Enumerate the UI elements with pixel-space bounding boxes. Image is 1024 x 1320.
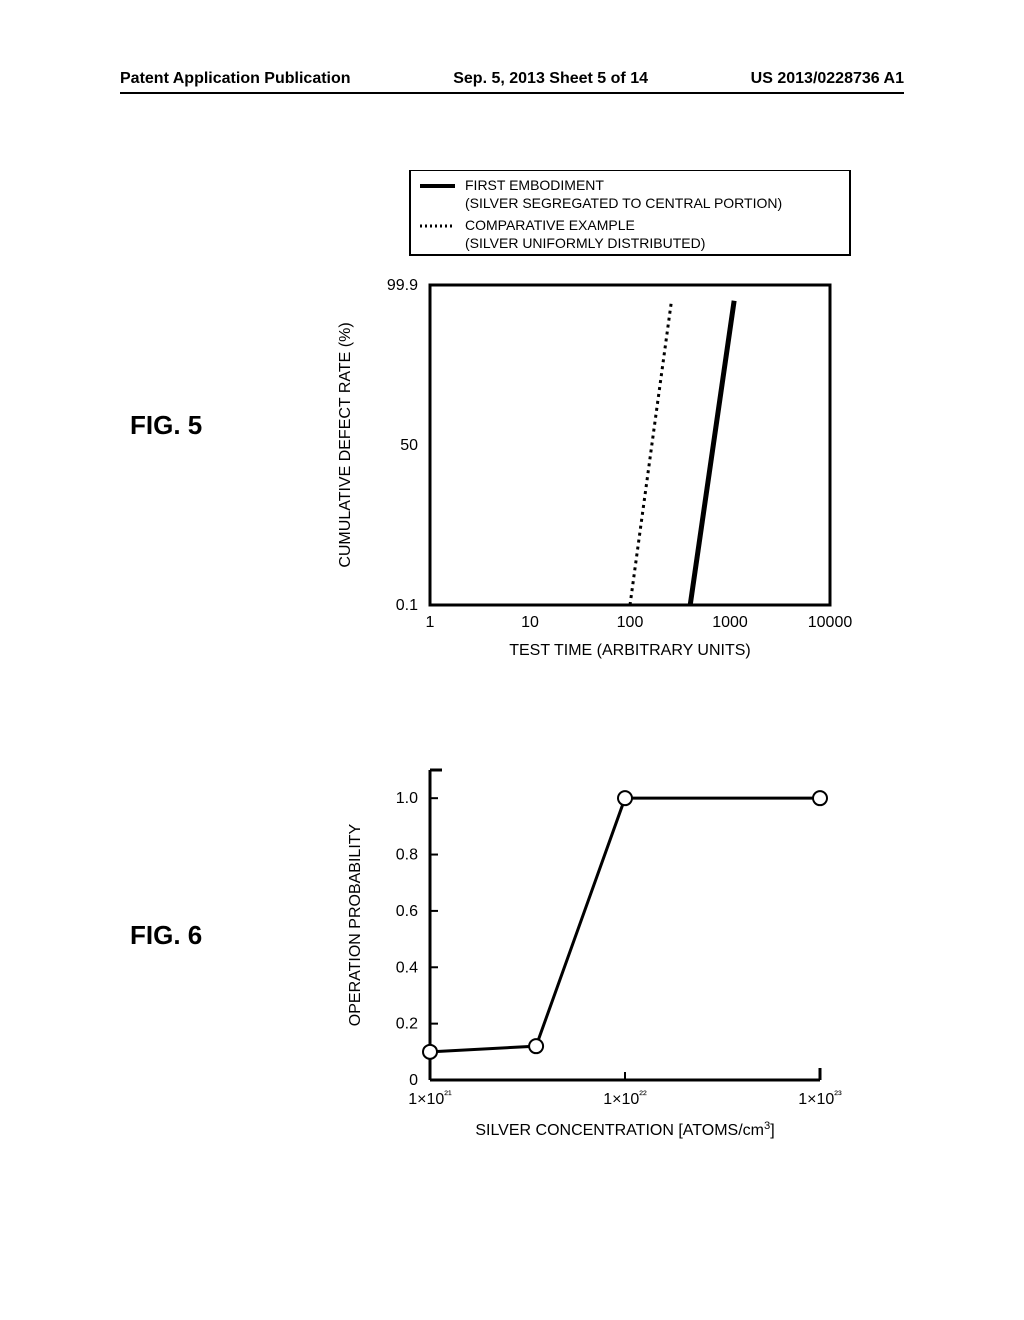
svg-text:(SILVER SEGREGATED TO CENTRAL: (SILVER SEGREGATED TO CENTRAL PORTION) [465, 195, 782, 211]
svg-text:0.8: 0.8 [396, 847, 418, 864]
svg-text:1000: 1000 [712, 614, 748, 631]
svg-text:0.6: 0.6 [396, 903, 418, 920]
header-right: US 2013/0228736 A1 [751, 70, 904, 88]
fig6-label: FIG. 6 [130, 920, 202, 951]
svg-text:SILVER CONCENTRATION [ATOMS/cm: SILVER CONCENTRATION [ATOMS/cm3] [475, 1120, 774, 1139]
svg-text:FIRST EMBODIMENT: FIRST EMBODIMENT [465, 177, 604, 193]
svg-text:10000: 10000 [808, 614, 853, 631]
svg-text:10: 10 [521, 614, 539, 631]
svg-text:0: 0 [409, 1072, 418, 1089]
svg-text:1×10²²: 1×10²² [603, 1089, 647, 1108]
svg-text:100: 100 [617, 614, 644, 631]
svg-text:0.1: 0.1 [396, 597, 418, 614]
page-header: Patent Application Publication Sep. 5, 2… [120, 70, 904, 94]
svg-text:0.4: 0.4 [396, 959, 418, 976]
svg-text:TEST TIME (ARBITRARY UNITS): TEST TIME (ARBITRARY UNITS) [509, 642, 751, 659]
svg-text:(SILVER UNIFORMLY DISTRIBUTED): (SILVER UNIFORMLY DISTRIBUTED) [465, 235, 705, 251]
svg-text:1×10²¹: 1×10²¹ [408, 1089, 452, 1108]
svg-text:1: 1 [426, 614, 435, 631]
fig5-chart: FIRST EMBODIMENT (SILVER SEGREGATED TO CE… [310, 170, 870, 690]
svg-text:50: 50 [400, 437, 418, 454]
fig6-chart: 0 0.2 0.4 0.6 0.8 1.0 1×10²¹ 1×10²² 1×10²³ SILVER… [310, 750, 870, 1190]
svg-text:OPERATION PROBABILITY: OPERATION PROBABILITY [347, 823, 364, 1026]
fig5-svg: FIRST EMBODIMENT (SILVER SEGREGATED TO CE… [310, 170, 870, 690]
svg-text:1×10²³: 1×10²³ [798, 1089, 842, 1108]
svg-text:COMPARATIVE EXAMPLE: COMPARATIVE EXAMPLE [465, 217, 635, 233]
svg-text:99.9: 99.9 [387, 277, 418, 294]
svg-text:0.2: 0.2 [396, 1016, 418, 1033]
fig6-svg: 0 0.2 0.4 0.6 0.8 1.0 1×10²¹ 1×10²² 1×10²³ SILVER… [310, 750, 870, 1190]
fig5-label: FIG. 5 [130, 410, 202, 441]
header-center: Sep. 5, 2013 Sheet 5 of 14 [453, 70, 648, 88]
svg-text:1.0: 1.0 [396, 790, 418, 807]
header-left: Patent Application Publication [120, 70, 351, 88]
svg-text:CUMULATIVE DEFECT RATE (%): CUMULATIVE DEFECT RATE (%) [337, 322, 354, 567]
